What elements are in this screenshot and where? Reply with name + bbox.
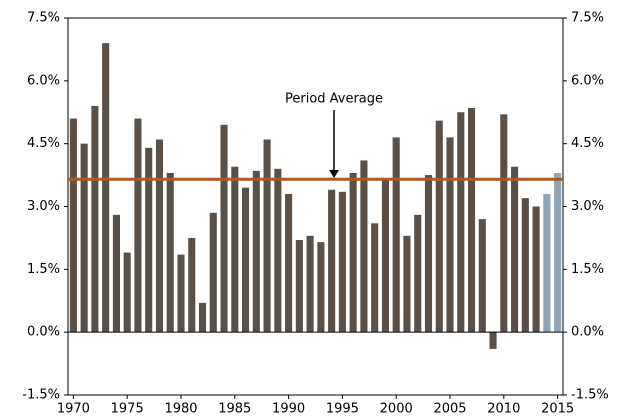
bar	[489, 332, 497, 349]
arrow-head	[329, 170, 339, 178]
y2-tick-label: 0.0%	[571, 325, 604, 340]
x-tick-label: 1990	[272, 402, 305, 417]
x-tick-label: 2015	[541, 402, 574, 417]
x-tick-label: 1980	[164, 402, 197, 417]
bar	[317, 242, 325, 333]
bar	[543, 193, 551, 333]
bar	[295, 240, 303, 333]
bar	[371, 223, 379, 333]
bar	[457, 112, 465, 333]
bar	[188, 237, 196, 333]
bar	[112, 214, 120, 333]
annotation: Period Average	[285, 92, 383, 107]
bar	[392, 137, 400, 333]
bar	[338, 191, 346, 333]
bar	[306, 235, 314, 333]
bar	[285, 193, 293, 333]
y-tick-label: 1.5%	[27, 262, 60, 277]
bar	[252, 170, 260, 333]
bar	[220, 124, 228, 333]
x-tick-label: 1975	[111, 402, 144, 417]
bar	[467, 108, 476, 333]
bar	[381, 179, 389, 333]
y2-tick-label: -1.5%	[571, 388, 609, 403]
bar	[69, 118, 77, 333]
y2-tick-label: 3.0%	[571, 199, 604, 214]
bar	[102, 43, 110, 333]
bar	[532, 206, 540, 333]
bar	[328, 189, 336, 333]
y-tick-label: 6.0%	[27, 73, 60, 88]
y-tick-label: 4.5%	[27, 136, 60, 151]
x-tick-label: 1985	[218, 402, 251, 417]
bar	[500, 114, 508, 333]
bar	[478, 219, 486, 333]
y2-tick-label: 1.5%	[571, 262, 604, 277]
plot-frame	[67, 17, 564, 396]
bar	[435, 120, 443, 333]
y-tick-label: 0.0%	[27, 325, 60, 340]
bar	[155, 139, 164, 333]
bar	[166, 172, 174, 333]
y2-tick-label: 4.5%	[571, 136, 604, 151]
bar	[511, 166, 519, 333]
bar	[403, 235, 411, 333]
bar	[263, 139, 271, 333]
bar	[414, 214, 422, 333]
bar	[145, 147, 153, 333]
x-tick-label: 2005	[433, 402, 466, 417]
y2-tick-label: 6.0%	[571, 73, 604, 88]
y-tick-label: 3.0%	[27, 199, 60, 214]
bar	[521, 198, 529, 333]
bar	[91, 105, 99, 333]
x-tick-label: 2000	[380, 402, 413, 417]
bar	[554, 172, 562, 333]
bar	[274, 168, 282, 333]
bar	[424, 175, 433, 333]
y2-tick-label: 7.5%	[571, 11, 604, 26]
bar	[446, 137, 454, 333]
bar	[134, 118, 142, 333]
bar	[209, 212, 217, 333]
y-tick-label: 7.5%	[27, 11, 60, 26]
bar	[80, 143, 88, 333]
x-tick-label: 1995	[326, 402, 359, 417]
x-tick-label: 2010	[487, 402, 520, 417]
bar	[198, 302, 207, 333]
bar	[123, 252, 131, 333]
x-tick-label: 1970	[57, 402, 90, 417]
bar	[177, 254, 185, 333]
bar	[231, 166, 239, 333]
bar	[360, 160, 368, 333]
bar	[349, 172, 357, 333]
y-tick-label: -1.5%	[22, 388, 60, 403]
bar	[242, 187, 250, 333]
